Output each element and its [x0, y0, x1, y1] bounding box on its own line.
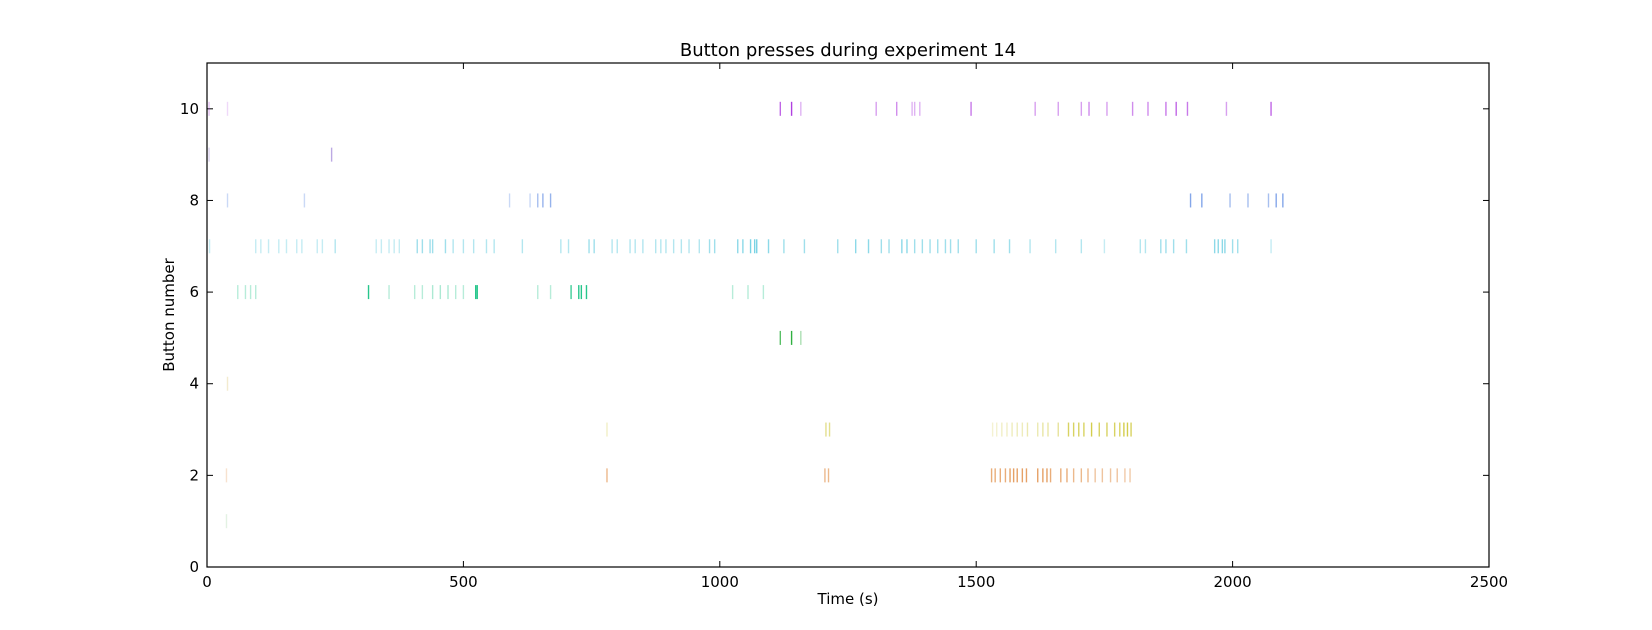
y-tick-label: 2: [189, 466, 199, 484]
button-6-series: [237, 285, 765, 300]
y-tick-label: 8: [189, 191, 199, 209]
y-tick-label: 10: [180, 100, 199, 118]
y-tick-label: 6: [189, 283, 199, 301]
x-axis-label: Time (s): [817, 590, 879, 608]
button-2-series: [225, 468, 1131, 483]
y-tick-label: 4: [189, 375, 199, 393]
x-tick-label: 1000: [701, 573, 739, 591]
x-tick-label: 0: [202, 573, 212, 591]
x-tick-label: 2000: [1214, 573, 1252, 591]
x-tick-label: 2500: [1470, 573, 1508, 591]
button-5-series: [779, 330, 802, 345]
plot-frame: [206, 62, 1490, 568]
x-tick-label: 500: [449, 573, 478, 591]
button-9-series: [208, 147, 333, 162]
x-tick-label: 1500: [957, 573, 995, 591]
y-tick-label: 0: [189, 558, 199, 576]
y-axis-label: Button number: [160, 257, 178, 371]
button-10-series: [208, 101, 1272, 116]
chart-title: Button presses during experiment 14: [680, 40, 1016, 61]
button-8-series: [226, 193, 1284, 208]
press-marks: [208, 101, 1284, 529]
axis-ticks: 0 500 1000 1500 2000 2500 0 2 4 6 8 10: [180, 63, 1508, 591]
button-7-series: [208, 239, 1272, 254]
button-3-series: [606, 422, 1132, 437]
